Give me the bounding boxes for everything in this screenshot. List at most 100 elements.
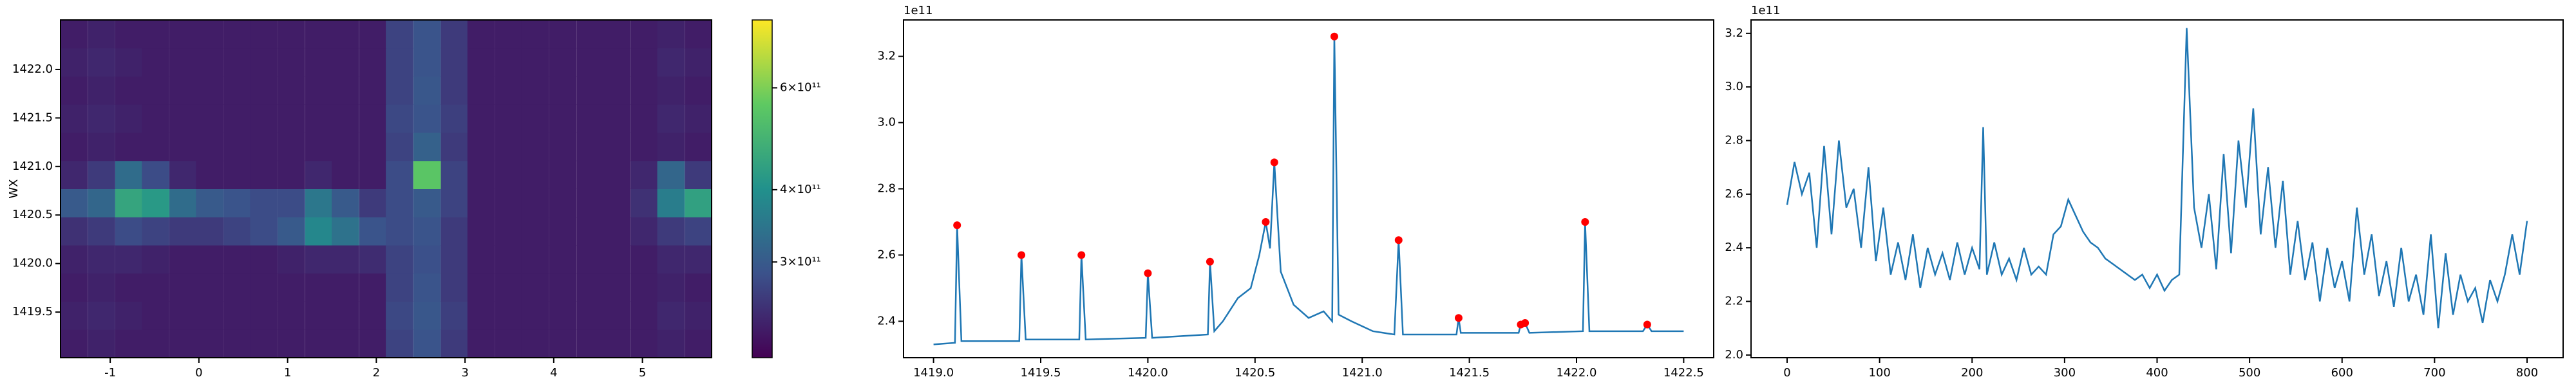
- peak-marker: [1206, 257, 1214, 266]
- heatmap-cell: [250, 48, 278, 77]
- heatmap-cell: [576, 188, 604, 217]
- x-tick-label: 1420.5: [1235, 366, 1275, 380]
- heatmap-cell: [223, 301, 251, 330]
- peak-marker: [1270, 158, 1278, 167]
- heatmap-cell: [278, 76, 305, 105]
- heatmap-cell: [603, 245, 631, 274]
- heatmap-cell: [115, 217, 143, 246]
- heatmap-cell: [386, 48, 413, 77]
- heatmap-cell: [305, 217, 333, 246]
- y-tick-label: 1422.0: [12, 62, 53, 76]
- heatmap-cell: [88, 48, 115, 77]
- peak-marker: [1643, 320, 1651, 329]
- heatmap-cell: [142, 133, 169, 161]
- heatmap-cell: [657, 160, 685, 189]
- heatmap-cell: [495, 273, 523, 302]
- heatmap-cell: [278, 329, 305, 358]
- heatmap-cell: [359, 329, 387, 358]
- heatmap-cell: [60, 217, 88, 246]
- data-line: [933, 36, 1684, 345]
- heatmap-cell: [440, 160, 469, 189]
- y-tick-label: 3.0: [877, 116, 896, 129]
- heatmap-cell: [60, 160, 88, 189]
- heatmap-cell: [413, 273, 441, 302]
- heatmap-cell: [685, 160, 712, 189]
- heatmap-cell: [169, 48, 197, 77]
- heatmap-cell: [332, 329, 359, 358]
- heatmap-cell: [115, 160, 143, 189]
- y-tick-label: 1421.5: [12, 111, 53, 124]
- heatmap-cell: [657, 301, 685, 330]
- x-tick-label: 1: [284, 366, 291, 380]
- heatmap-cell: [495, 160, 523, 189]
- y-tick-label: 2.4: [1725, 241, 1743, 254]
- x-tick-label: 1422.0: [1557, 366, 1597, 380]
- heatmap-cell: [576, 133, 604, 161]
- heatmap-cell: [142, 188, 169, 217]
- heatmap-cell: [305, 48, 333, 77]
- heatmap-cell: [630, 20, 658, 49]
- heatmap-cell: [657, 104, 685, 133]
- heatmap-cell: [440, 273, 469, 302]
- heatmap-cell: [142, 301, 169, 330]
- heatmap-cell: [250, 245, 278, 274]
- heatmap-cell: [332, 217, 359, 246]
- heatmap-cell: [88, 133, 115, 161]
- heatmap-cell: [413, 188, 441, 217]
- heatmap-cell: [88, 76, 115, 105]
- heatmap-cell: [440, 217, 469, 246]
- heatmap-cell: [223, 76, 251, 105]
- colorbar-tick-label: 4×10¹¹: [780, 183, 821, 196]
- heatmap-cell: [88, 20, 115, 49]
- heatmap-cell: [467, 188, 495, 217]
- heatmap-cell: [685, 273, 712, 302]
- heatmap-cell: [440, 245, 469, 274]
- heatmap-cell: [278, 301, 305, 330]
- heatmap-cell: [657, 133, 685, 161]
- heatmap-cell: [278, 188, 305, 217]
- heatmap-cell: [278, 133, 305, 161]
- heatmap-cell: [685, 188, 712, 217]
- heatmap-cell: [521, 76, 549, 105]
- heatmap-cell: [521, 104, 549, 133]
- x-tick-label: 0: [1783, 366, 1790, 380]
- heatmap-cell: [142, 104, 169, 133]
- heatmap-cell: [657, 273, 685, 302]
- heatmap-cell: [278, 245, 305, 274]
- heatmap-cell: [142, 217, 169, 246]
- heatmap-cell: [576, 301, 604, 330]
- heatmap-cell: [305, 329, 333, 358]
- heatmap-cell: [115, 273, 143, 302]
- heatmap-cell: [440, 301, 469, 330]
- heatmap-cell: [495, 20, 523, 49]
- heatmap-cell: [549, 217, 577, 246]
- x-tick-label: 4: [550, 366, 557, 380]
- colorbar: [752, 19, 773, 358]
- heatmap-cell: [413, 329, 441, 358]
- heatmap-cell: [142, 48, 169, 77]
- heatmap-cell: [359, 273, 387, 302]
- heatmap-cell: [88, 188, 115, 217]
- heatmap-cell: [630, 188, 658, 217]
- heatmap-cell: [413, 160, 441, 189]
- heatmap-cell: [278, 160, 305, 189]
- peak-marker: [1262, 217, 1270, 226]
- heatmap-cell: [305, 301, 333, 330]
- heatmap-cell: [549, 20, 577, 49]
- heatmap-cell: [440, 48, 469, 77]
- heatmap-cell: [549, 48, 577, 77]
- heatmap-cell: [576, 273, 604, 302]
- heatmap-cell: [196, 188, 223, 217]
- heatmap-cell: [413, 104, 441, 133]
- heatmap-cell: [467, 273, 495, 302]
- heatmap-cell: [250, 104, 278, 133]
- heatmap-cell: [196, 160, 223, 189]
- heatmap-cell: [60, 20, 88, 49]
- heatmap-cell: [223, 329, 251, 358]
- peak-marker: [1330, 32, 1338, 41]
- y-tick-label: 1420.5: [12, 208, 53, 221]
- heatmap-cell: [685, 245, 712, 274]
- x-tick-label: 700: [2423, 366, 2445, 380]
- heatmap-cell: [305, 104, 333, 133]
- heatmap-cell: [332, 20, 359, 49]
